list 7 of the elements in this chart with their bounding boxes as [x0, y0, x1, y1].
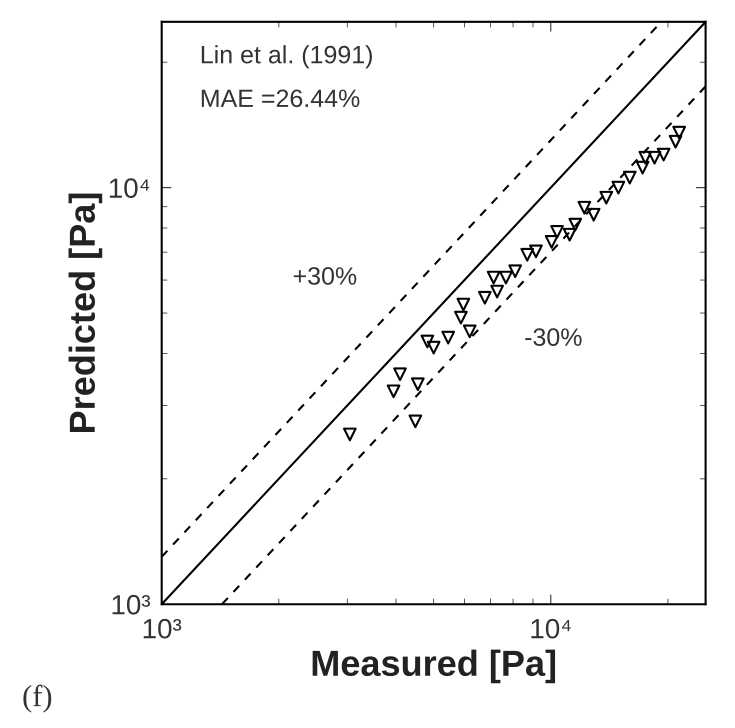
annotation: -30%	[525, 328, 582, 346]
text: (f)	[23, 684, 52, 713]
y-axis-title: Predicted [Pa]	[68, 194, 102, 432]
x-axis-title: Measured [Pa]	[312, 650, 556, 684]
annotation: Lin et al. (1991)	[202, 45, 372, 68]
annotation: MAE =26.44%	[202, 89, 360, 108]
annotation: +30%	[294, 267, 356, 285]
